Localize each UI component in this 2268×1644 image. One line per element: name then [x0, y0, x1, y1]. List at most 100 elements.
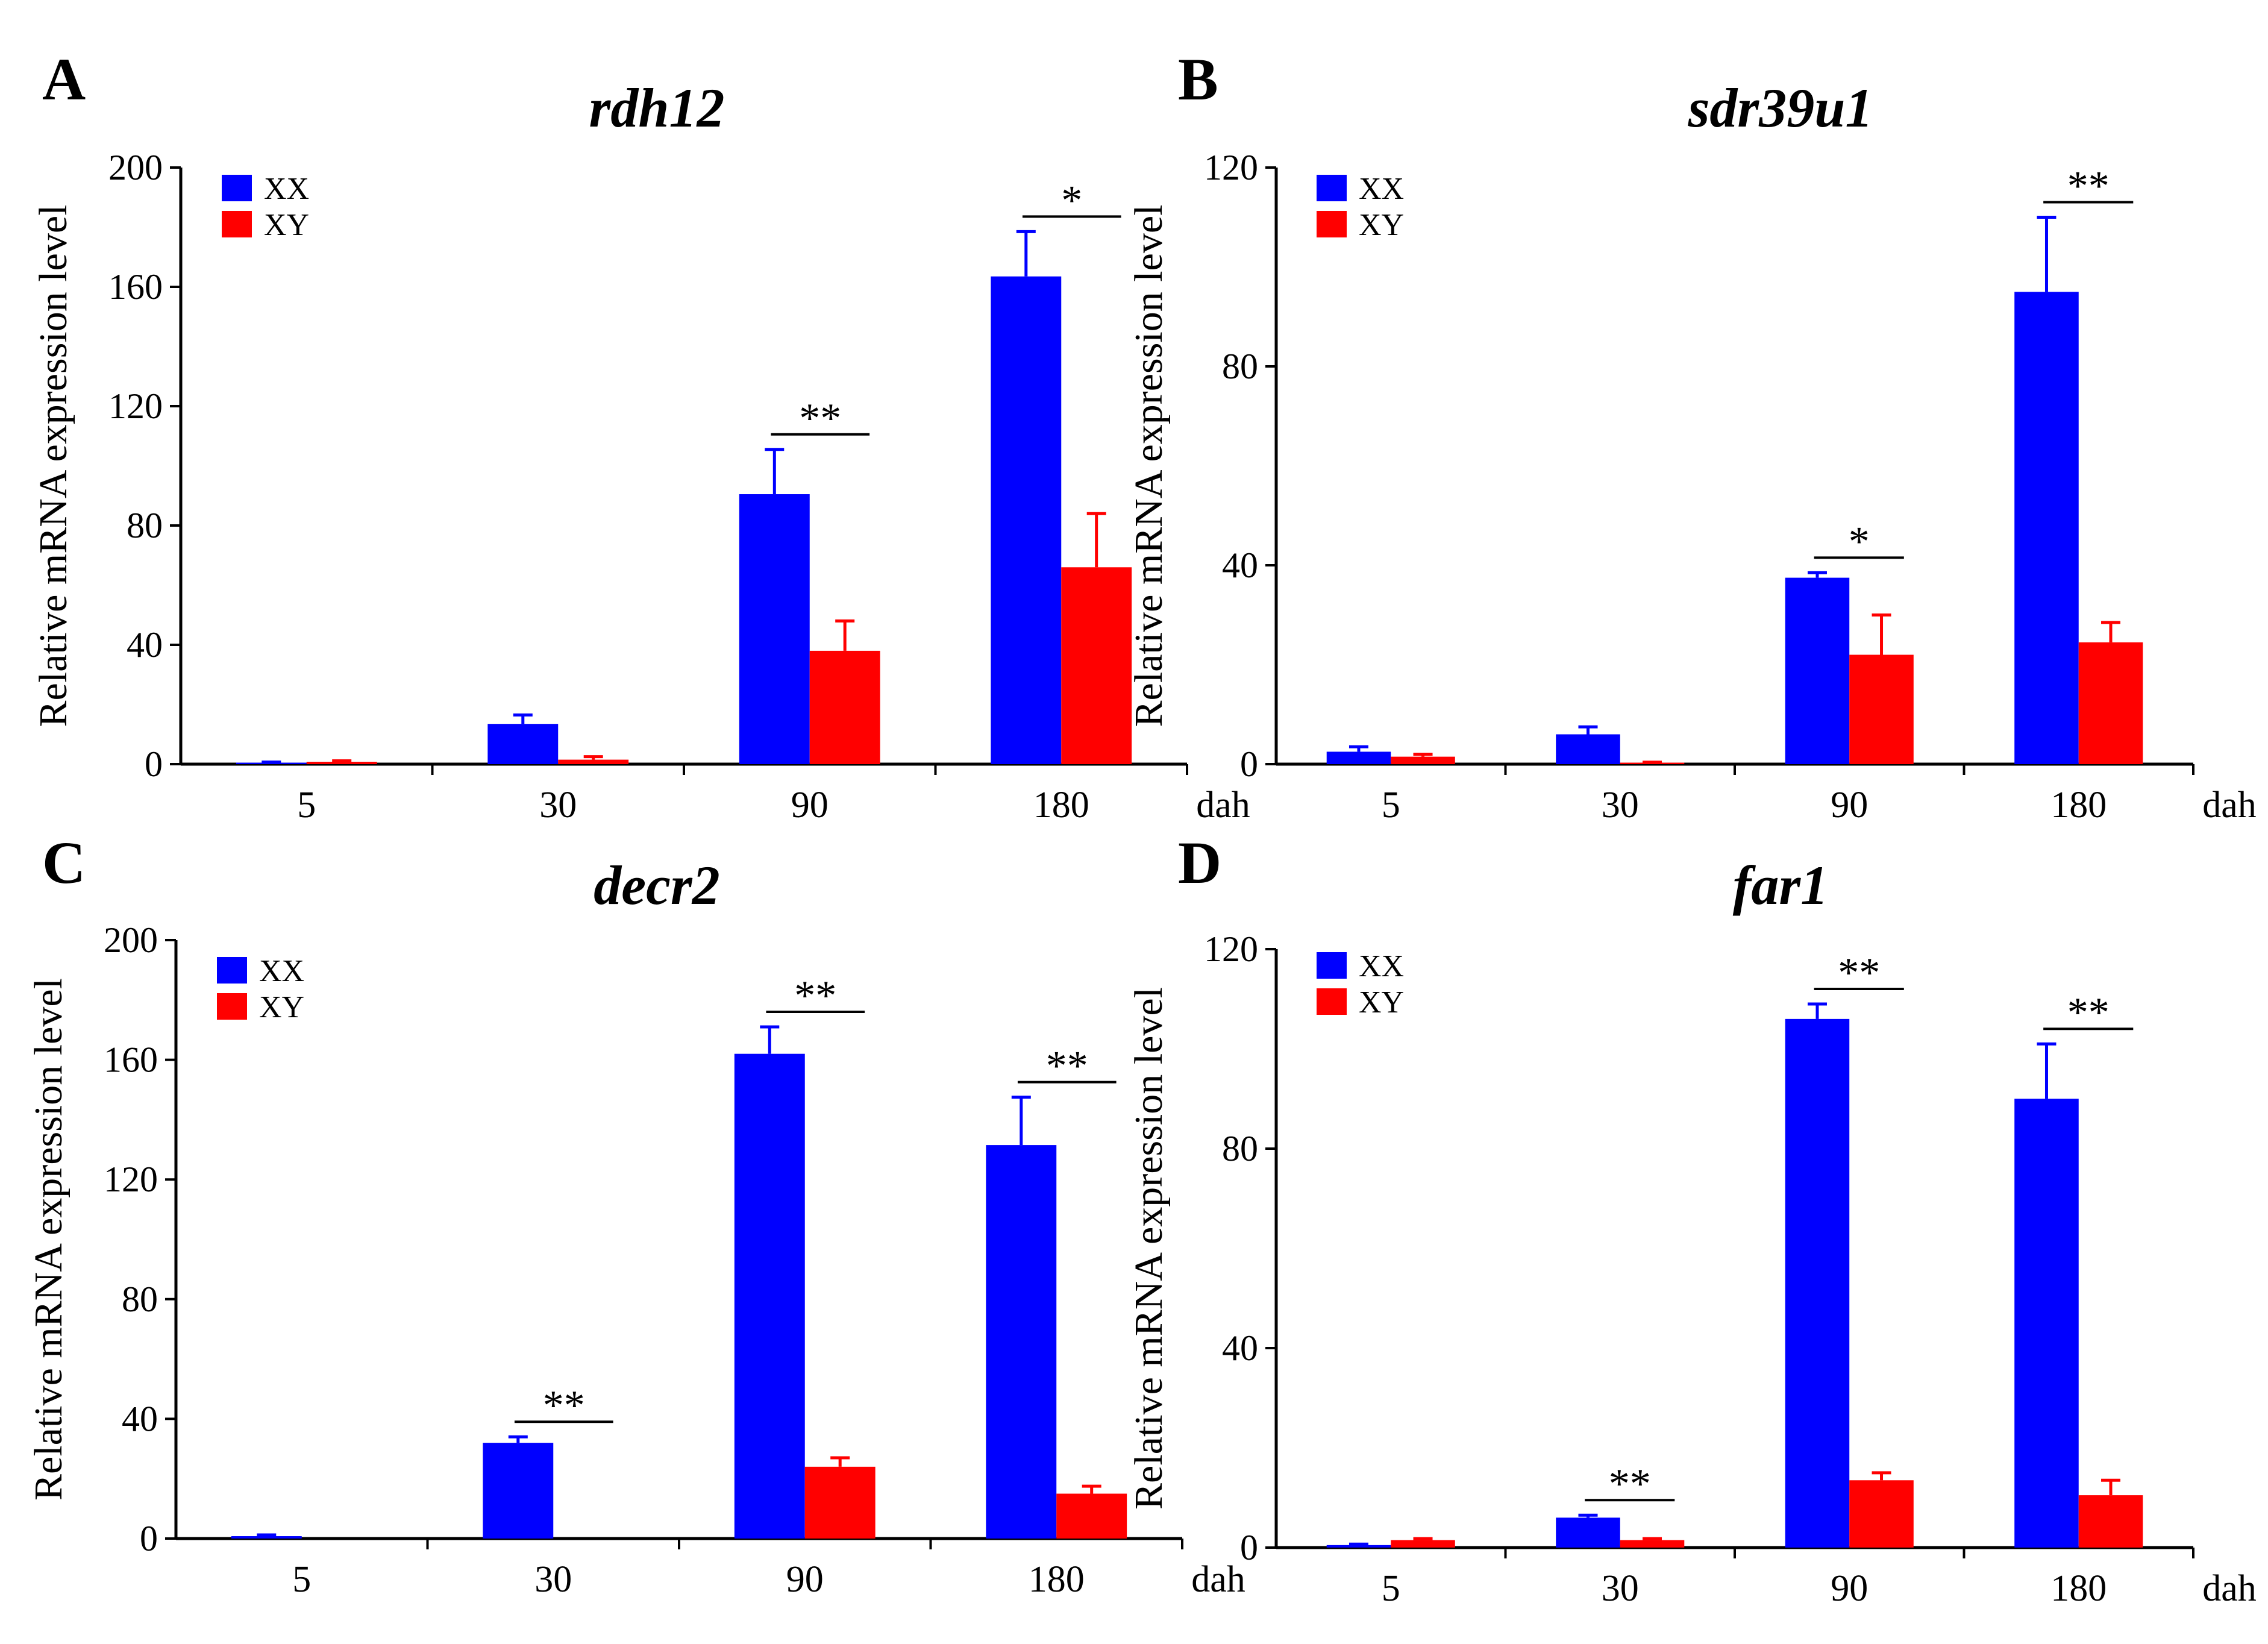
bar-xy: [804, 1466, 876, 1539]
y-axis-label: Relative mRNA expression level: [31, 205, 75, 727]
bar-xy: [2078, 1495, 2143, 1548]
significance-marker: **: [794, 973, 836, 1019]
x-tick-label: 5: [1382, 1568, 1400, 1609]
panel-label: B: [1178, 46, 1218, 113]
bar-xy: [1391, 756, 1455, 764]
x-tick-label: 30: [534, 1559, 572, 1600]
panel-label: C: [42, 829, 86, 896]
legend-swatch-xx: [1317, 175, 1347, 201]
y-axis-label: Relative mRNA expression level: [1127, 205, 1171, 727]
y-tick-label: 0: [1240, 744, 1258, 784]
legend-label: XY: [259, 990, 304, 1024]
y-tick-label: 120: [1204, 929, 1258, 969]
x-tick-label: 5: [292, 1559, 311, 1600]
x-tick-label: 5: [1382, 785, 1400, 826]
bar-xy: [1620, 1540, 1685, 1548]
significance-marker: *: [1061, 177, 1082, 224]
x-axis-unit: dah: [2202, 785, 2257, 826]
y-tick-label: 40: [127, 625, 163, 665]
x-tick-label: 90: [1831, 785, 1868, 826]
x-tick-label: 30: [1602, 1568, 1639, 1609]
bar-xx: [1326, 751, 1391, 764]
chart-title: far1: [1733, 855, 1828, 916]
legend-swatch-xy: [1317, 211, 1347, 237]
y-tick-label: 160: [108, 267, 163, 307]
x-axis-unit: dah: [2202, 1568, 2257, 1609]
bar-xy: [306, 762, 377, 764]
bar-xy: [809, 650, 880, 764]
bar-xx: [734, 1053, 805, 1539]
legend-swatch-xx: [222, 175, 252, 201]
panel-label: D: [1178, 829, 1221, 896]
significance-marker: **: [799, 395, 841, 442]
y-tick-label: 120: [1204, 148, 1258, 187]
x-axis-unit: dah: [1196, 785, 1250, 826]
x-tick-label: 180: [2050, 785, 2107, 826]
x-tick-label: 30: [1602, 785, 1639, 826]
x-tick-label: 90: [791, 785, 829, 826]
bar-xy: [1849, 1480, 1914, 1548]
significance-marker: **: [1609, 1461, 1651, 1507]
y-tick-label: 40: [1222, 545, 1258, 585]
chart-title: decr2: [594, 855, 719, 916]
y-tick-label: 0: [140, 1519, 158, 1558]
bar-xy: [1061, 567, 1132, 764]
x-tick-label: 90: [1831, 1568, 1868, 1609]
x-tick-label: 30: [539, 785, 577, 826]
bar-xx: [2014, 1099, 2079, 1548]
bar-xy: [1849, 654, 1914, 764]
legend-swatch-xy: [222, 211, 252, 237]
y-tick-label: 0: [1240, 1528, 1258, 1567]
bar-xx: [487, 724, 559, 764]
significance-marker: **: [2067, 163, 2110, 210]
y-tick-label: 200: [104, 920, 158, 960]
legend-swatch-xx: [1317, 952, 1347, 979]
legend-swatch-xy: [217, 993, 247, 1020]
bar-xx: [739, 494, 810, 764]
bar-xx: [1556, 734, 1620, 764]
y-tick-label: 120: [104, 1159, 158, 1199]
legend-label: XY: [1359, 985, 1404, 1020]
y-tick-label: 200: [108, 148, 163, 187]
x-tick-label: 180: [1033, 785, 1089, 826]
significance-marker: **: [1838, 950, 1880, 996]
bar-xy: [1056, 1493, 1127, 1539]
bar-xx: [2014, 292, 2079, 764]
legend-label: XX: [264, 172, 309, 206]
legend-swatch-xx: [217, 957, 247, 984]
panel-label: A: [42, 46, 86, 113]
bar-xx: [1556, 1517, 1620, 1548]
x-tick-label: 5: [297, 785, 316, 826]
y-tick-label: 120: [108, 386, 163, 426]
bar-xx: [986, 1145, 1057, 1539]
legend-label: XY: [264, 208, 309, 242]
y-tick-label: 0: [145, 744, 163, 784]
bar-xx: [1326, 1545, 1391, 1548]
y-tick-label: 80: [1222, 347, 1258, 386]
significance-marker: *: [1849, 518, 1870, 565]
significance-marker: **: [2067, 990, 2110, 1036]
legend-swatch-xy: [1317, 988, 1347, 1015]
legend-label: XX: [1359, 172, 1404, 206]
bar-xx: [1785, 577, 1850, 764]
significance-marker: **: [543, 1382, 585, 1429]
legend-label: XY: [1359, 208, 1404, 242]
y-axis-label: Relative mRNA expression level: [27, 978, 70, 1501]
y-tick-label: 40: [122, 1399, 158, 1438]
legend-label: XX: [1359, 949, 1404, 984]
legend-label: XX: [259, 954, 304, 988]
y-tick-label: 80: [122, 1279, 158, 1319]
bar-xy: [1391, 1540, 1455, 1548]
bar-xx: [1785, 1018, 1850, 1548]
bar-xx: [231, 1536, 302, 1539]
x-axis-unit: dah: [1191, 1559, 1245, 1600]
